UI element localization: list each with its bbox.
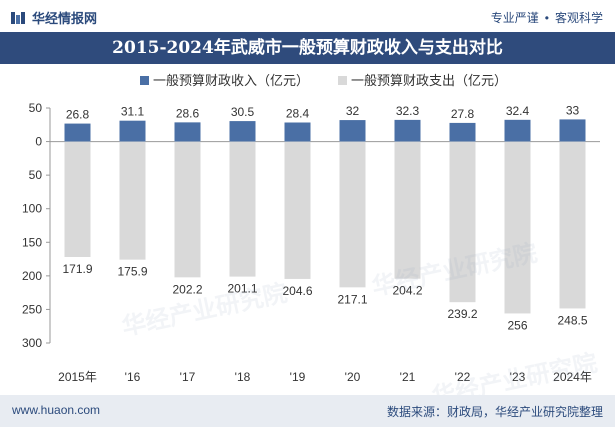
income-value-label: 32.3 — [396, 104, 420, 118]
income-value-label: 28.6 — [176, 106, 200, 120]
x-tick-label: 2015年 — [58, 370, 97, 384]
expense-value-label: 202.2 — [172, 282, 202, 296]
income-bar — [119, 120, 146, 142]
x-tick-label: '18 — [235, 370, 251, 384]
tagline: 专业严谨 • 客观科学 — [491, 9, 603, 26]
x-tick-label: '22 — [455, 370, 471, 384]
expense-value-label: 248.5 — [557, 313, 587, 327]
x-tick-label: '20 — [345, 370, 361, 384]
expense-bar — [449, 141, 476, 303]
chart-title: 2015-2024年武威市一般预算财政收入与支出对比 — [0, 32, 615, 64]
x-tick-label: '17 — [180, 370, 196, 384]
expense-bar — [339, 141, 366, 288]
income-bar — [449, 122, 476, 142]
website-link[interactable]: www.huaon.com — [12, 403, 101, 417]
income-value-label: 28.4 — [286, 107, 310, 121]
separator-dot: • — [544, 11, 549, 25]
x-tick-label: '21 — [400, 370, 416, 384]
top-bar: 华经情报网 专业严谨 • 客观科学 — [0, 0, 615, 32]
y-tick-label: 50 — [29, 168, 43, 182]
income-bar — [174, 122, 201, 142]
x-tick-label: '23 — [510, 370, 526, 384]
x-tick-label: '16 — [125, 370, 141, 384]
income-bar — [229, 121, 256, 142]
y-tick-label: 0 — [35, 135, 42, 149]
bar-chart: 一般预算财政收入（亿元） 一般预算财政支出（亿元） 50 0 50 100 150 200 25… — [22, 73, 600, 384]
expense-value-label: 201.1 — [227, 282, 257, 296]
y-tick-label: 250 — [22, 302, 42, 316]
tagline-2: 客观科学 — [554, 11, 603, 25]
expense-bar — [119, 141, 146, 260]
brand: 华经情报网 — [10, 8, 97, 27]
legend-swatch-expense — [338, 76, 347, 85]
expense-value-label: 256 — [507, 318, 527, 332]
income-bar — [559, 119, 586, 142]
income-bar — [64, 123, 91, 142]
y-tick-label: 200 — [22, 269, 42, 283]
income-bar — [394, 119, 421, 142]
income-bar — [284, 122, 311, 142]
income-bar — [339, 120, 366, 142]
expense-bar — [174, 141, 201, 278]
legend-label-expense: 一般预算财政支出（亿元） — [351, 73, 507, 88]
x-tick-label: '19 — [290, 370, 306, 384]
income-value-label: 30.5 — [231, 105, 255, 119]
expense-value-label: 204.2 — [392, 284, 422, 298]
income-bar — [504, 119, 531, 142]
income-value-label: 32 — [346, 104, 360, 118]
expense-value-label: 239.2 — [447, 307, 477, 321]
y-tick-label: 150 — [22, 235, 42, 249]
expense-bar — [229, 141, 256, 277]
expense-bar — [394, 141, 421, 279]
huajing-logo-icon — [11, 11, 25, 24]
expense-value-label: 217.1 — [337, 292, 367, 306]
legend-swatch-income — [140, 76, 149, 85]
data-source: 数据来源：财政局，华经产业研究院整理 — [386, 405, 603, 419]
income-value-label: 33 — [566, 103, 580, 117]
expense-value-label: 175.9 — [117, 265, 147, 279]
y-tick-label: 300 — [22, 336, 42, 350]
expense-bar — [504, 141, 531, 314]
income-value-label: 31.1 — [121, 105, 145, 119]
footer: www.huaon.com 数据来源：财政局，华经产业研究院整理 — [0, 395, 615, 427]
legend-label-income: 一般预算财政收入（亿元） — [153, 73, 309, 88]
x-tick-label: 2024年 — [553, 370, 592, 384]
expense-bar — [559, 141, 586, 309]
income-value-label: 32.4 — [506, 104, 530, 118]
y-tick-label: 100 — [22, 202, 42, 216]
expense-value-label: 171.9 — [62, 262, 92, 276]
expense-bar — [64, 141, 91, 257]
expense-bar — [284, 141, 311, 279]
expense-value-label: 204.6 — [282, 284, 312, 298]
y-tick-label: 50 — [29, 101, 43, 115]
brand-name: 华经情报网 — [32, 11, 98, 26]
tagline-1: 专业严谨 — [490, 11, 539, 25]
income-value-label: 27.8 — [451, 107, 475, 121]
income-value-label: 26.8 — [66, 108, 90, 122]
